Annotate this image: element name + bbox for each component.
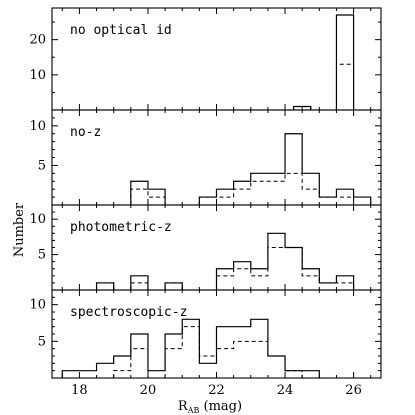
histogram-dashed	[293, 63, 355, 110]
x-tick-label: 26	[345, 383, 362, 398]
x-axis-label-sub: AB	[187, 406, 200, 415]
x-axis-label-unit: (mag)	[204, 399, 243, 414]
panel-3: 5 10 photometric-z	[29, 204, 382, 291]
panel-4: 5 10 spectroscopic-z	[29, 289, 382, 379]
panels-group: 10 20 no optical id 5 10 no-z 5 10 photometric-z…	[29, 7, 382, 398]
panel-2: 5 10 no-z	[29, 109, 382, 206]
y-tick-label: 5	[38, 248, 46, 263]
y-tick-label: 10	[29, 298, 46, 313]
x-tick-label: 24	[277, 383, 294, 398]
y-tick-label: 10	[29, 212, 46, 227]
x-tick-label: 20	[140, 383, 157, 398]
y-axis-label: Number	[12, 202, 27, 257]
panel-label: spectroscopic-z	[70, 305, 187, 320]
panel-label: no-z	[70, 125, 101, 140]
panel-label: no optical id	[70, 23, 172, 38]
x-tick-label: 22	[208, 383, 225, 398]
histogram-dashed	[113, 326, 303, 378]
histogram-solid	[130, 133, 372, 205]
histogram-solid	[95, 232, 355, 290]
histogram-dashed	[130, 172, 355, 205]
histogram-solid	[61, 318, 320, 378]
y-tick-label: 20	[29, 33, 46, 48]
x-tick-label: 18	[71, 383, 88, 398]
x-axis-label: RAB (mag)	[178, 399, 242, 415]
y-tick-label: 5	[38, 334, 46, 349]
y-tick-label: 5	[38, 158, 46, 173]
histogram-solid	[293, 14, 355, 110]
panel-label: photometric-z	[70, 220, 172, 235]
y-tick-label: 10	[29, 68, 46, 83]
x-axis-label-main: R	[178, 399, 189, 414]
y-tick-label: 10	[29, 119, 46, 134]
panel-1: 10 20 no optical id	[29, 7, 382, 111]
histogram-dashed	[96, 247, 355, 290]
